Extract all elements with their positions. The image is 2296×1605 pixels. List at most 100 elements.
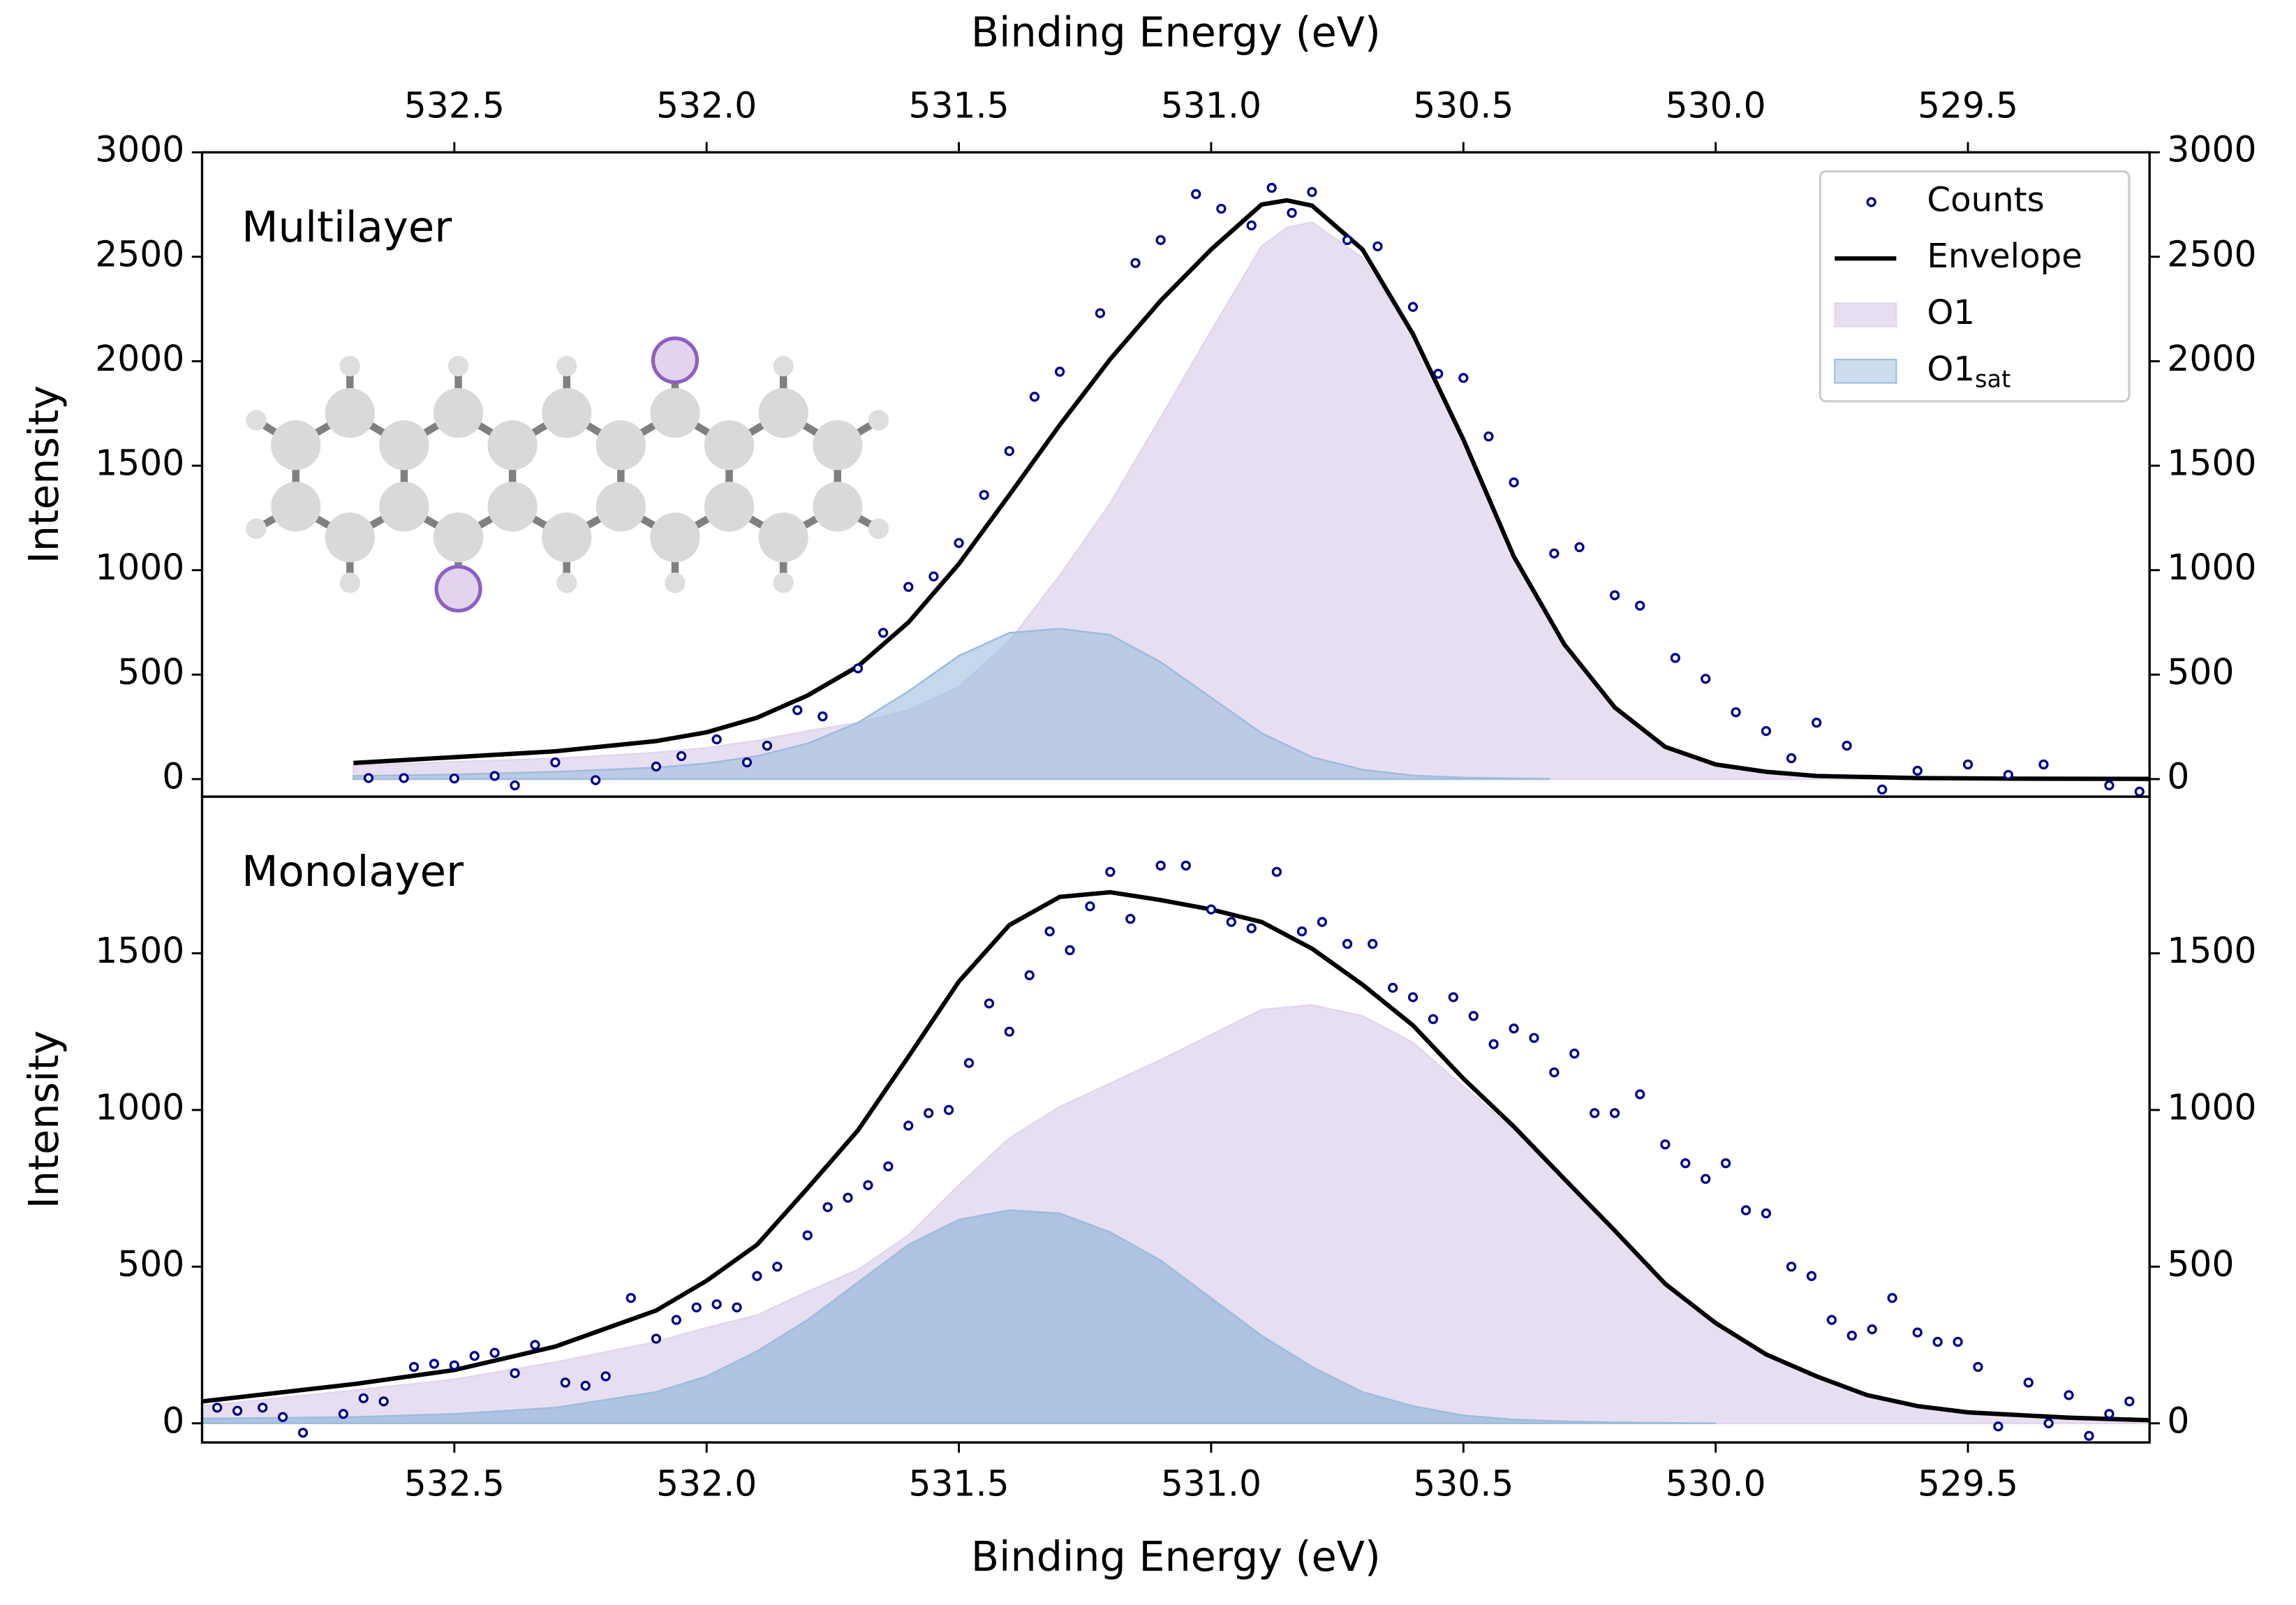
count-point: [1287, 207, 1297, 219]
x-tick-label: 530.0: [1666, 1463, 1766, 1504]
count-point: [1932, 1336, 1943, 1347]
count-point: [1226, 917, 1236, 927]
count-point: [691, 1302, 702, 1312]
count-point: [1407, 992, 1419, 1003]
area: [202, 1209, 1716, 1425]
count-point: [1004, 445, 1014, 457]
legend-label: O1sat: [1927, 350, 2010, 392]
panel-annotation: Monolayer: [242, 848, 464, 896]
envelope-line: [202, 889, 2150, 1423]
count-point: [1721, 1158, 1731, 1169]
carbon-atom: [813, 420, 863, 471]
plot-area: [202, 860, 2150, 1441]
count-point: [408, 1361, 420, 1373]
y2-tick-label: 0: [2167, 1400, 2189, 1441]
carbon-atom: [650, 387, 700, 438]
count-point: [863, 1180, 873, 1190]
count-point: [449, 1360, 459, 1370]
count-point: [1246, 923, 1257, 933]
y-axis-label: Intensity: [20, 1030, 68, 1209]
hydrogen-atom: [773, 355, 794, 377]
hydrogen-atom: [556, 572, 577, 593]
carbon-atom: [271, 482, 321, 532]
count-point: [822, 1201, 833, 1213]
count-point: [1296, 926, 1308, 937]
count-point: [1701, 674, 1711, 684]
count-point: [580, 1380, 591, 1391]
count-point: [1317, 917, 1328, 927]
count-point: [297, 1428, 309, 1438]
x-tick-label: 532.0: [656, 85, 757, 126]
x-tick-label: 530.5: [1413, 1463, 1513, 1504]
y-tick-label: 1500: [95, 443, 184, 484]
count-point: [651, 1333, 662, 1344]
count-point: [1953, 1336, 1963, 1347]
carbon-atom: [595, 420, 646, 471]
count-point: [1428, 1014, 1439, 1024]
x-tick-label: 532.0: [656, 1463, 757, 1504]
x-tick-label: 532.5: [404, 1463, 505, 1504]
y2-tick-label: 500: [2167, 651, 2234, 693]
carbon-atom: [704, 482, 755, 532]
count-point: [1574, 542, 1585, 552]
count-point: [903, 582, 914, 592]
count-point: [1246, 220, 1257, 231]
count-point: [772, 1262, 783, 1272]
count-point: [732, 1302, 742, 1312]
x-tick-label: 530.0: [1666, 85, 1766, 126]
y-tick-label: 1000: [95, 547, 184, 588]
y2-tick-label: 500: [2167, 1243, 2234, 1285]
x-tick-label: 529.5: [1918, 1463, 2018, 1504]
count-point: [924, 1108, 934, 1118]
legend-swatch: [1866, 197, 1876, 207]
legend-label: O1: [1927, 293, 1975, 332]
count-point: [277, 1412, 288, 1422]
count-point: [1065, 945, 1075, 956]
x-tick-label: 532.5: [404, 85, 505, 126]
count-point: [651, 761, 662, 772]
legend-name: O1: [1927, 293, 1975, 332]
x-tick-label: 531.5: [909, 1463, 1009, 1504]
count-point: [1610, 1108, 1620, 1118]
count-point: [530, 1340, 540, 1350]
count-point: [449, 773, 459, 784]
hydrogen-atom: [665, 572, 686, 593]
hydrogen-atom: [868, 518, 889, 539]
count-point: [363, 773, 374, 783]
count-point: [1155, 235, 1166, 245]
count-point: [2084, 1430, 2094, 1441]
carbon-atom: [271, 420, 321, 471]
molecule-diagram: [246, 336, 889, 613]
count-point: [1004, 1026, 1014, 1037]
x-axis-label: Binding Energy (eV): [971, 1532, 1381, 1581]
carbon-atom: [542, 387, 592, 438]
count-point: [1095, 308, 1106, 318]
plot-area: [353, 182, 2150, 797]
carbon-atom: [379, 420, 429, 471]
count-point: [1569, 1049, 1580, 1059]
count-point: [1368, 938, 1378, 949]
y2-tick-label: 0: [2167, 755, 2189, 797]
y-tick-label: 3000: [95, 129, 184, 170]
count-point: [1826, 1315, 1837, 1325]
count-point: [378, 1396, 389, 1407]
x-tick-label: 529.5: [1918, 85, 2018, 126]
count-point: [1867, 1324, 1877, 1335]
count-point: [338, 1409, 348, 1419]
hydrogen-atom: [447, 355, 469, 377]
count-point: [469, 1351, 480, 1361]
panel-annotation: Multilayer: [242, 203, 452, 252]
count-point: [1549, 548, 1560, 559]
count-point: [1458, 373, 1469, 383]
count-point: [591, 775, 601, 785]
count-point: [671, 1315, 681, 1325]
hydrogen-atom: [556, 355, 577, 377]
count-point: [2038, 759, 2049, 770]
oxygen-atom: [651, 336, 699, 385]
legend-subscript: sat: [1975, 365, 2010, 392]
count-point: [928, 571, 939, 582]
count-point: [903, 1120, 914, 1131]
count-point: [711, 734, 722, 745]
count-point: [1701, 1174, 1711, 1184]
